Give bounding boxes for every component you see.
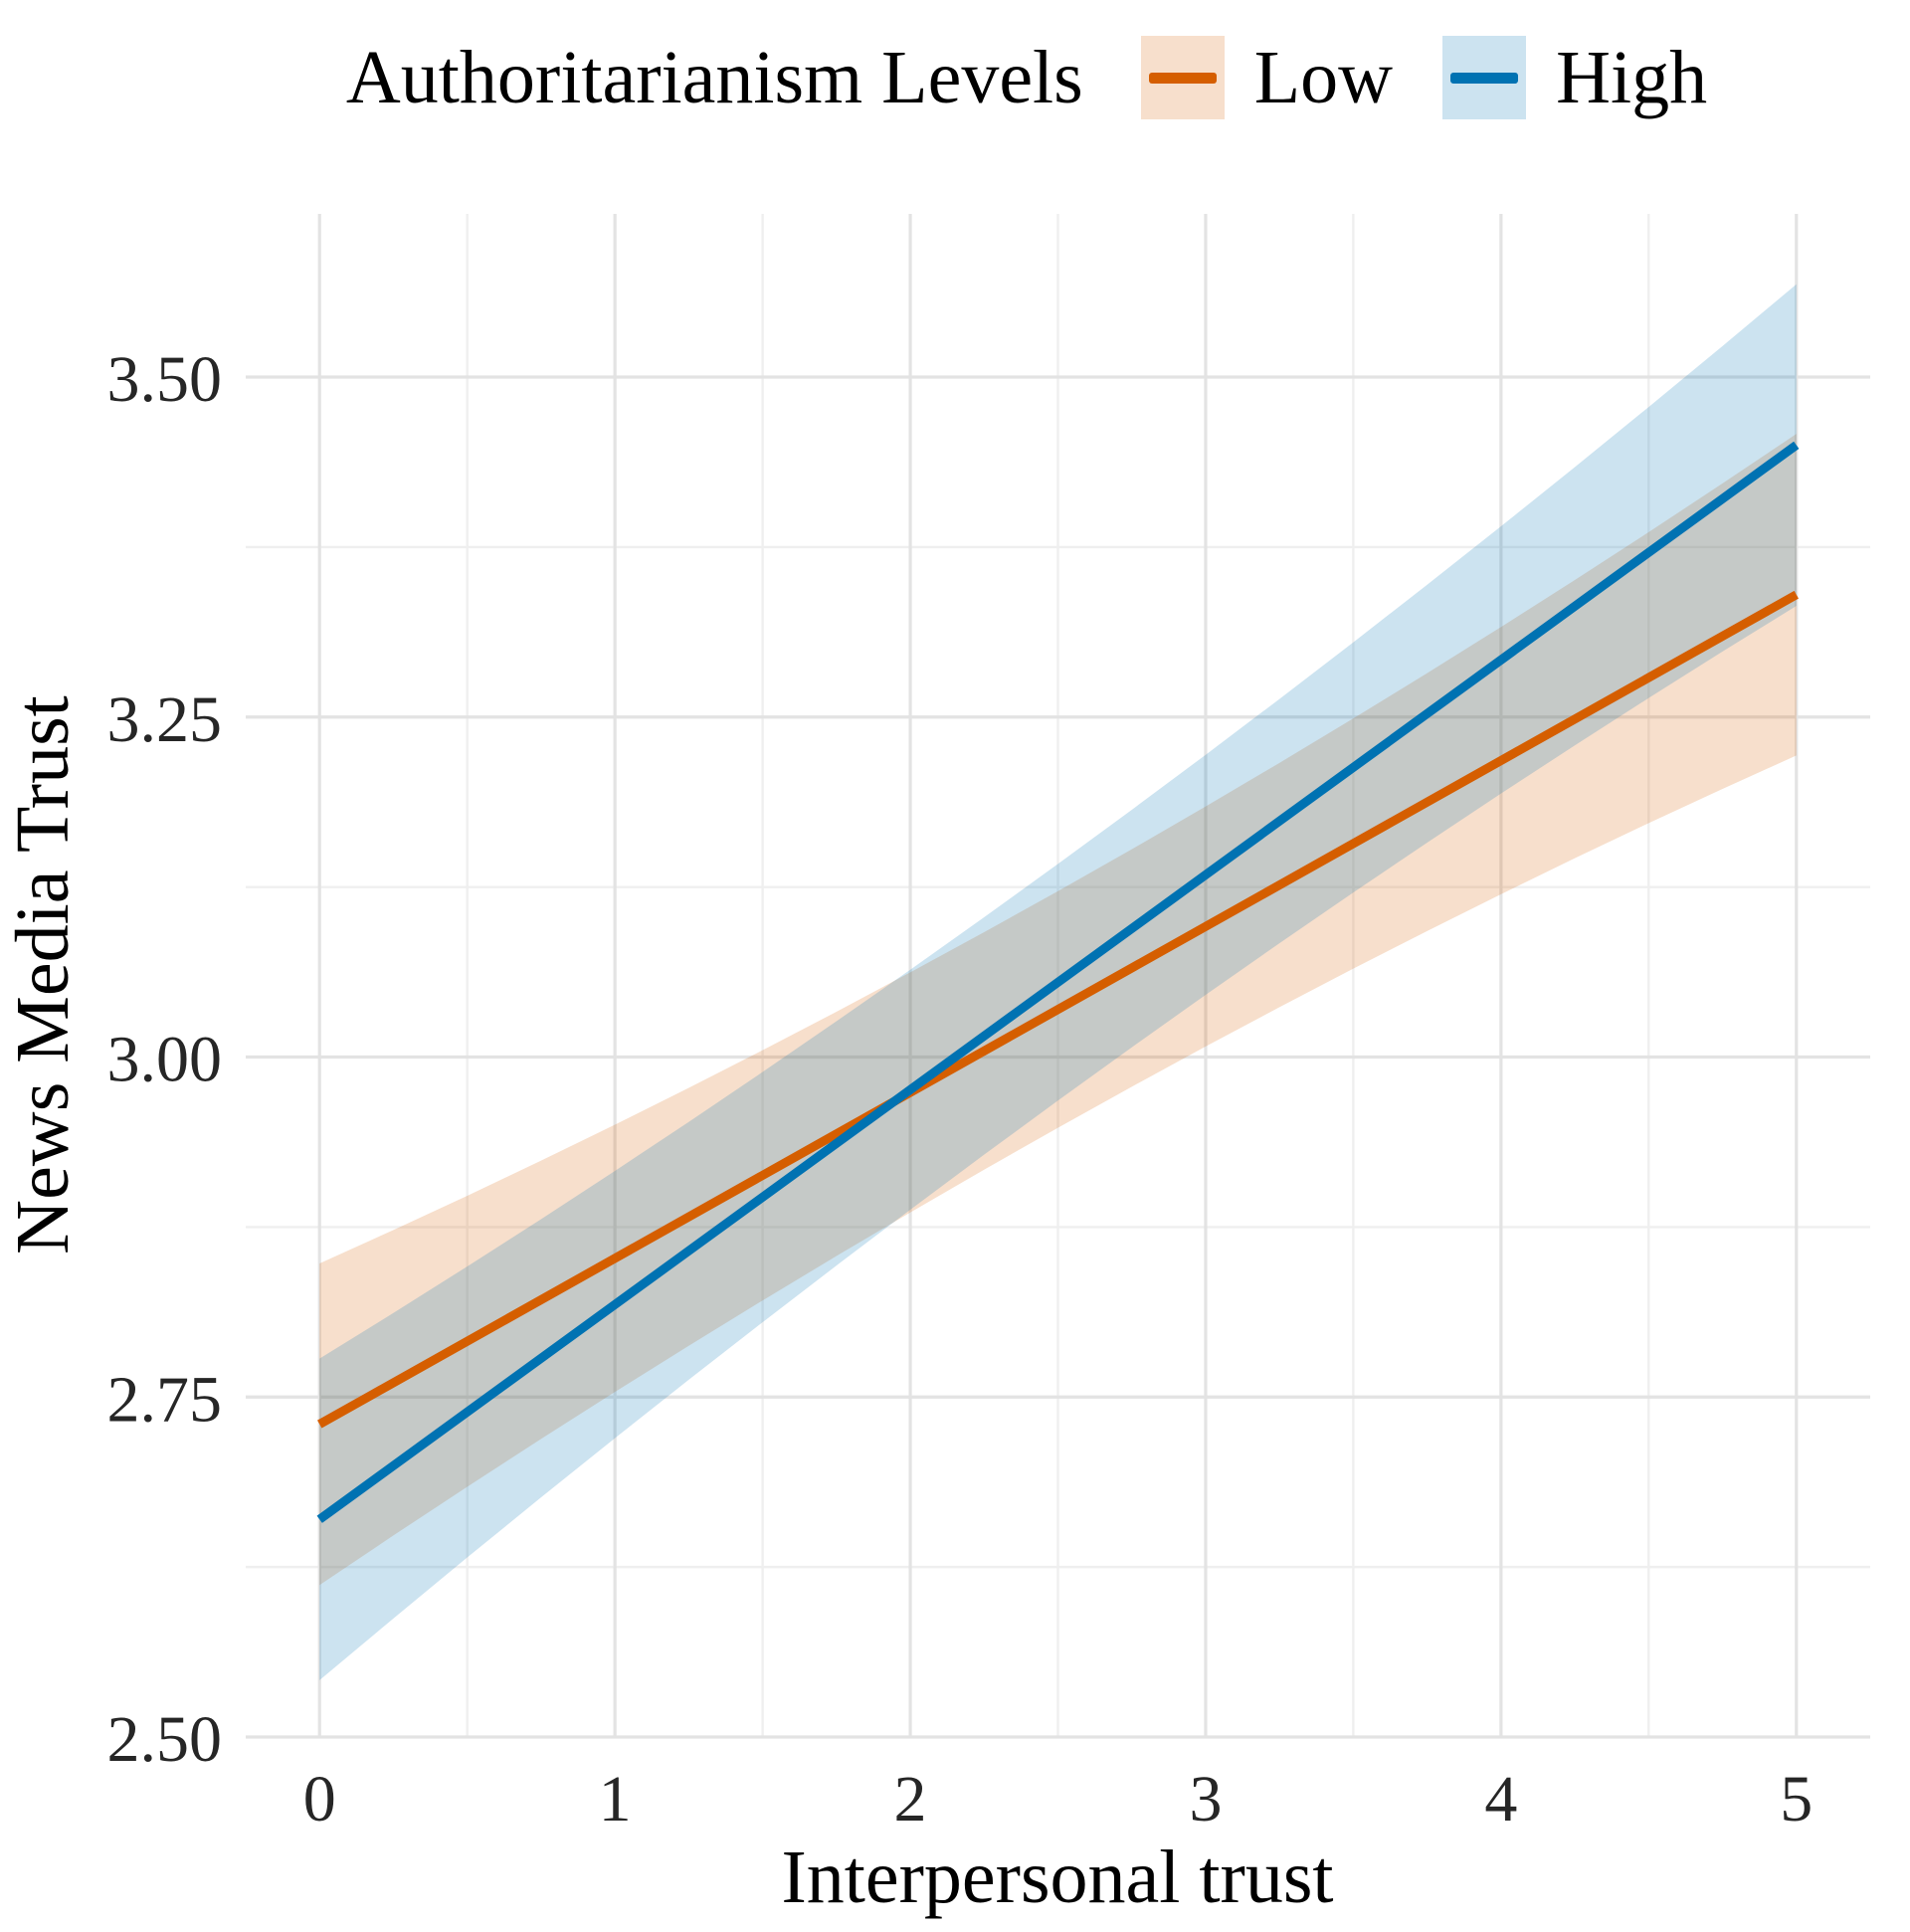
x-tick-label: 3 xyxy=(1189,1763,1222,1835)
legend-item-high: High xyxy=(1442,35,1707,121)
legend-label-low: Low xyxy=(1253,35,1394,119)
x-tick-label: 0 xyxy=(303,1763,336,1835)
legend-label-high: High xyxy=(1556,35,1708,119)
x-tick-label: 1 xyxy=(599,1763,632,1835)
x-tick-label: 4 xyxy=(1484,1763,1517,1835)
y-axis-title: News Media Trust xyxy=(1,695,85,1255)
x-tick-label: 5 xyxy=(1780,1763,1813,1835)
legend-items: Low High xyxy=(1140,35,1707,121)
legend-key-low-ribbon xyxy=(1140,36,1225,119)
x-axis-title: Interpersonal trust xyxy=(781,1835,1333,1919)
gridlines xyxy=(246,214,1870,1739)
legend: Authoritarianism Levels Low High xyxy=(72,18,1910,137)
y-tick-label: 2.50 xyxy=(107,1703,223,1776)
trend-line-low xyxy=(317,590,1799,1429)
y-tick-label: 3.00 xyxy=(107,1024,223,1096)
legend-key-high-ribbon xyxy=(1442,36,1527,119)
trend-line-high xyxy=(316,441,1800,1523)
legend-title: Authoritarianism Levels xyxy=(345,35,1083,119)
y-tick-label: 3.50 xyxy=(107,343,223,416)
y-tick-label: 2.75 xyxy=(107,1363,223,1436)
trend-lines xyxy=(316,441,1800,1523)
legend-item-low: Low xyxy=(1140,35,1394,121)
axis-tick-labels: 0 1 2 3 4 5 2.50 2.75 3.00 3.25 3.50 xyxy=(107,343,1814,1835)
legend-key-high-line-icon xyxy=(1450,72,1519,84)
y-tick-label: 3.25 xyxy=(107,683,223,756)
legend-key-low-line-icon xyxy=(1148,72,1217,84)
x-tick-label: 2 xyxy=(894,1763,927,1835)
